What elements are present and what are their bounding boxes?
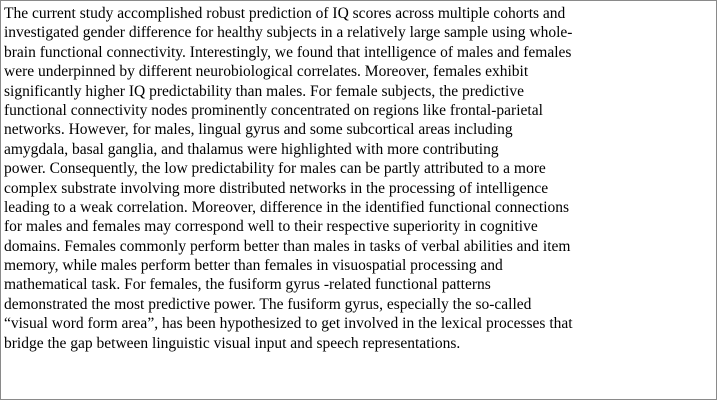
text-line: for males and females may correspond wel… xyxy=(4,218,538,236)
text-line: domains. Females commonly perform better… xyxy=(4,237,571,255)
text-line: were underpinned by different neurobiolo… xyxy=(4,63,529,81)
text-line: leading to a weak correlation. Moreover,… xyxy=(4,198,570,216)
text-line: power. Consequently, the low predictabil… xyxy=(4,160,546,178)
text-line: demonstrated the most predictive power. … xyxy=(4,295,532,313)
text-line: networks. However, for males, lingual gy… xyxy=(4,121,513,139)
text-line: brain functional connectivity. Interesti… xyxy=(4,43,572,61)
text-line: functional connectivity nodes prominentl… xyxy=(4,101,543,119)
text-line: significantly higher IQ predictability t… xyxy=(4,82,524,100)
text-line: The current study accomplished robust pr… xyxy=(4,5,566,22)
text-line: investigated gender difference for healt… xyxy=(4,24,573,42)
text-line: mathematical task. For females, the fusi… xyxy=(4,276,491,294)
text-line: amygdala, basal ganglia, and thalamus we… xyxy=(4,140,499,158)
text-line: “visual word form area”, has been hypoth… xyxy=(4,315,573,333)
text-line: bridge the gap between linguistic visual… xyxy=(4,334,461,352)
paragraph: The current study accomplished robust pr… xyxy=(4,4,714,353)
text-line: complex substrate involving more distrib… xyxy=(4,179,549,197)
text-line: memory, while males perform better than … xyxy=(4,257,503,275)
